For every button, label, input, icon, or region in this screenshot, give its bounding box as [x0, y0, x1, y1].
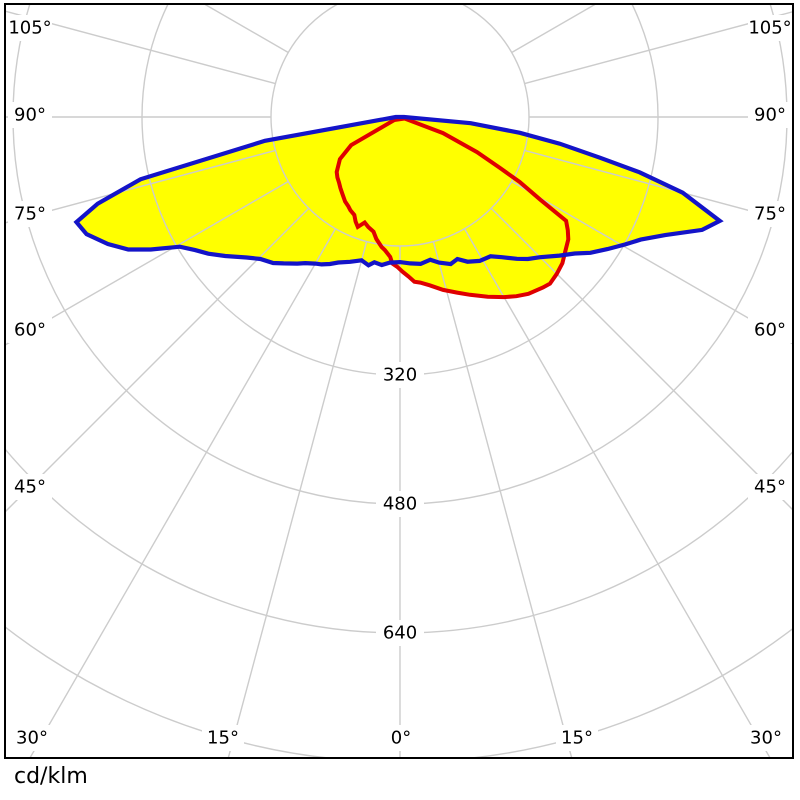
- grid-radial-30deg: [463, 228, 771, 758]
- grid-radial-60deg: [511, 180, 793, 345]
- grid-radial--75deg: [5, 149, 276, 224]
- angle-label-left-105°-bg: [8, 15, 52, 41]
- angle-label-bottom-4-30°: 30°: [750, 728, 782, 749]
- angle-label-bottom-2-0°-bg: [380, 725, 422, 751]
- angle-label-right-45°-bg: [748, 474, 792, 500]
- angle-label-left-75°-bg: [8, 201, 52, 227]
- angle-label-left-105°: 105°: [8, 18, 51, 39]
- angle-label-right-75°: 75°: [754, 204, 786, 225]
- ring-label-480-bg: [376, 491, 424, 517]
- grid-radial--15deg: [227, 241, 368, 758]
- curve_blue: [73, 114, 724, 268]
- grid-radial-45deg: [490, 207, 793, 511]
- grid-radial-105deg: [524, 10, 793, 85]
- angle-label-bottom-0-30°: 30°: [16, 728, 48, 749]
- grid-radial-75deg: [524, 149, 793, 224]
- angle-label-left-90°: 90°: [14, 105, 46, 126]
- ring-label-320: 320: [383, 365, 417, 386]
- angle-label-left-75°: 75°: [14, 204, 46, 225]
- angle-label-bottom-0-30°-bg: [11, 725, 53, 751]
- ring-label-640-bg: [376, 620, 424, 646]
- angle-label-right-45°: 45°: [754, 477, 786, 498]
- angle-label-left-45°: 45°: [14, 477, 46, 498]
- curve_red: [334, 116, 571, 300]
- angle-label-right-105°: 105°: [748, 18, 791, 39]
- angle-label-bottom-3-15°-bg: [556, 725, 598, 751]
- angle-label-bottom-4-30°-bg: [745, 725, 787, 751]
- plot-border: [4, 3, 794, 759]
- ring-label-320-bg: [376, 362, 424, 388]
- angle-label-right-75°-bg: [748, 201, 792, 227]
- angle-label-bottom-3-15°: 15°: [561, 728, 593, 749]
- angle-label-right-60°: 60°: [754, 320, 786, 341]
- angle-label-right-90°-bg: [748, 102, 792, 128]
- ring-label-640: 640: [383, 623, 417, 644]
- grid-radial-15deg: [432, 241, 573, 758]
- angle-label-left-60°: 60°: [14, 320, 46, 341]
- angle-label-bottom-1-15°: 15°: [207, 728, 239, 749]
- angle-label-right-90°: 90°: [754, 105, 786, 126]
- angle-label-right-60°-bg: [748, 317, 792, 343]
- unit-label: cd/klm: [14, 764, 88, 789]
- grid-radial--45deg: [5, 207, 310, 513]
- angle-label-right-105°-bg: [748, 15, 792, 41]
- grid-radial--30deg: [29, 228, 337, 758]
- angle-label-left-45°-bg: [8, 474, 52, 500]
- angle-label-left-60°-bg: [8, 317, 52, 343]
- curve_red-region-fill: [336, 118, 569, 298]
- ring-label-480: 480: [383, 494, 417, 515]
- angle-label-bottom-2-0°: 0°: [391, 728, 411, 749]
- grid-radial--105deg: [5, 10, 276, 85]
- angle-label-left-90°-bg: [8, 102, 52, 128]
- angle-label-bottom-1-15°-bg: [202, 725, 244, 751]
- grid-radial--60deg: [5, 180, 289, 346]
